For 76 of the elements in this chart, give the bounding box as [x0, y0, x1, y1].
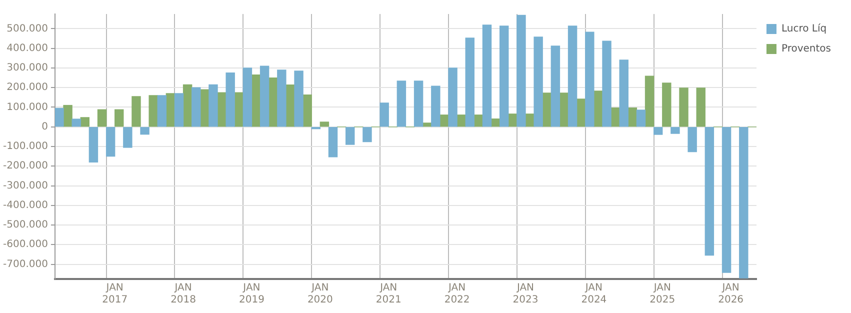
bar [123, 127, 132, 148]
bar [670, 127, 680, 134]
bar [465, 38, 474, 127]
y-tick-label: 500.000 [6, 23, 48, 34]
bar [636, 110, 646, 127]
bar [157, 95, 167, 127]
x-tick-label: JAN 2020 [307, 282, 333, 306]
bar [114, 109, 124, 127]
bar [739, 127, 748, 278]
bar [550, 46, 560, 127]
x-tick-label: JAN 2023 [512, 282, 538, 306]
x-tick-label: JAN 2022 [444, 282, 470, 306]
legend-label: Proventos [781, 44, 832, 55]
bar [448, 68, 458, 127]
x-tick-label: JAN 2026 [718, 282, 744, 306]
bar [662, 82, 672, 127]
bar [696, 88, 706, 127]
bar [516, 14, 526, 127]
y-tick-label: -100.000 [2, 141, 48, 152]
bar [644, 76, 654, 127]
bar [328, 127, 338, 158]
bar [380, 102, 389, 127]
bar [722, 127, 732, 273]
bar [302, 94, 312, 127]
x-tick-label: JAN 2017 [102, 282, 128, 306]
y-tick-label: -600.000 [2, 239, 48, 250]
bar [320, 122, 330, 127]
x-tick-label: JAN 2021 [376, 282, 402, 306]
bar [277, 70, 286, 127]
bar [619, 60, 628, 127]
y-tick-label: -400.000 [2, 200, 48, 211]
bar [54, 108, 64, 127]
x-tick-label: JAN 2025 [650, 282, 676, 306]
bar [704, 127, 714, 256]
bar [106, 127, 116, 157]
bar [148, 95, 158, 127]
bar [499, 26, 509, 127]
bar [679, 88, 688, 127]
bar [294, 70, 304, 127]
bar [585, 32, 594, 127]
y-tick-label: -200.000 [2, 160, 48, 172]
y-tick-label: -700.000 [2, 258, 48, 270]
bar [174, 93, 184, 127]
x-tick-label: JAN 2024 [581, 282, 607, 306]
x-tick-label: JAN 2019 [239, 282, 264, 306]
y-tick-label: 300.000 [6, 62, 48, 74]
bar [534, 36, 543, 127]
bar [80, 117, 90, 127]
bar [414, 80, 424, 127]
y-tick-label: 100.000 [6, 102, 48, 113]
bar [140, 127, 150, 135]
bar [132, 96, 141, 127]
bar [242, 68, 252, 127]
legend-label: Lucro Líq [781, 24, 827, 35]
y-tick-label: 400.000 [6, 42, 48, 54]
bar [72, 118, 81, 127]
bar [88, 127, 98, 163]
bar [602, 40, 612, 127]
bar [688, 127, 697, 152]
bar [362, 127, 372, 142]
bar [208, 84, 218, 127]
bar [653, 127, 663, 135]
bar [260, 66, 270, 127]
bar [482, 24, 492, 127]
bar [431, 86, 440, 127]
y-tick-label: 200.000 [6, 82, 48, 94]
bar [97, 109, 107, 127]
bar [568, 26, 578, 127]
bar [396, 80, 406, 127]
x-tick-label: JAN 2018 [170, 282, 196, 306]
y-tick-label: 0 [42, 121, 48, 132]
y-tick-label: -300.000 [2, 180, 48, 192]
bar [192, 87, 201, 127]
bar [226, 72, 235, 127]
y-tick-label: -500.000 [2, 220, 48, 231]
bar [346, 127, 355, 145]
